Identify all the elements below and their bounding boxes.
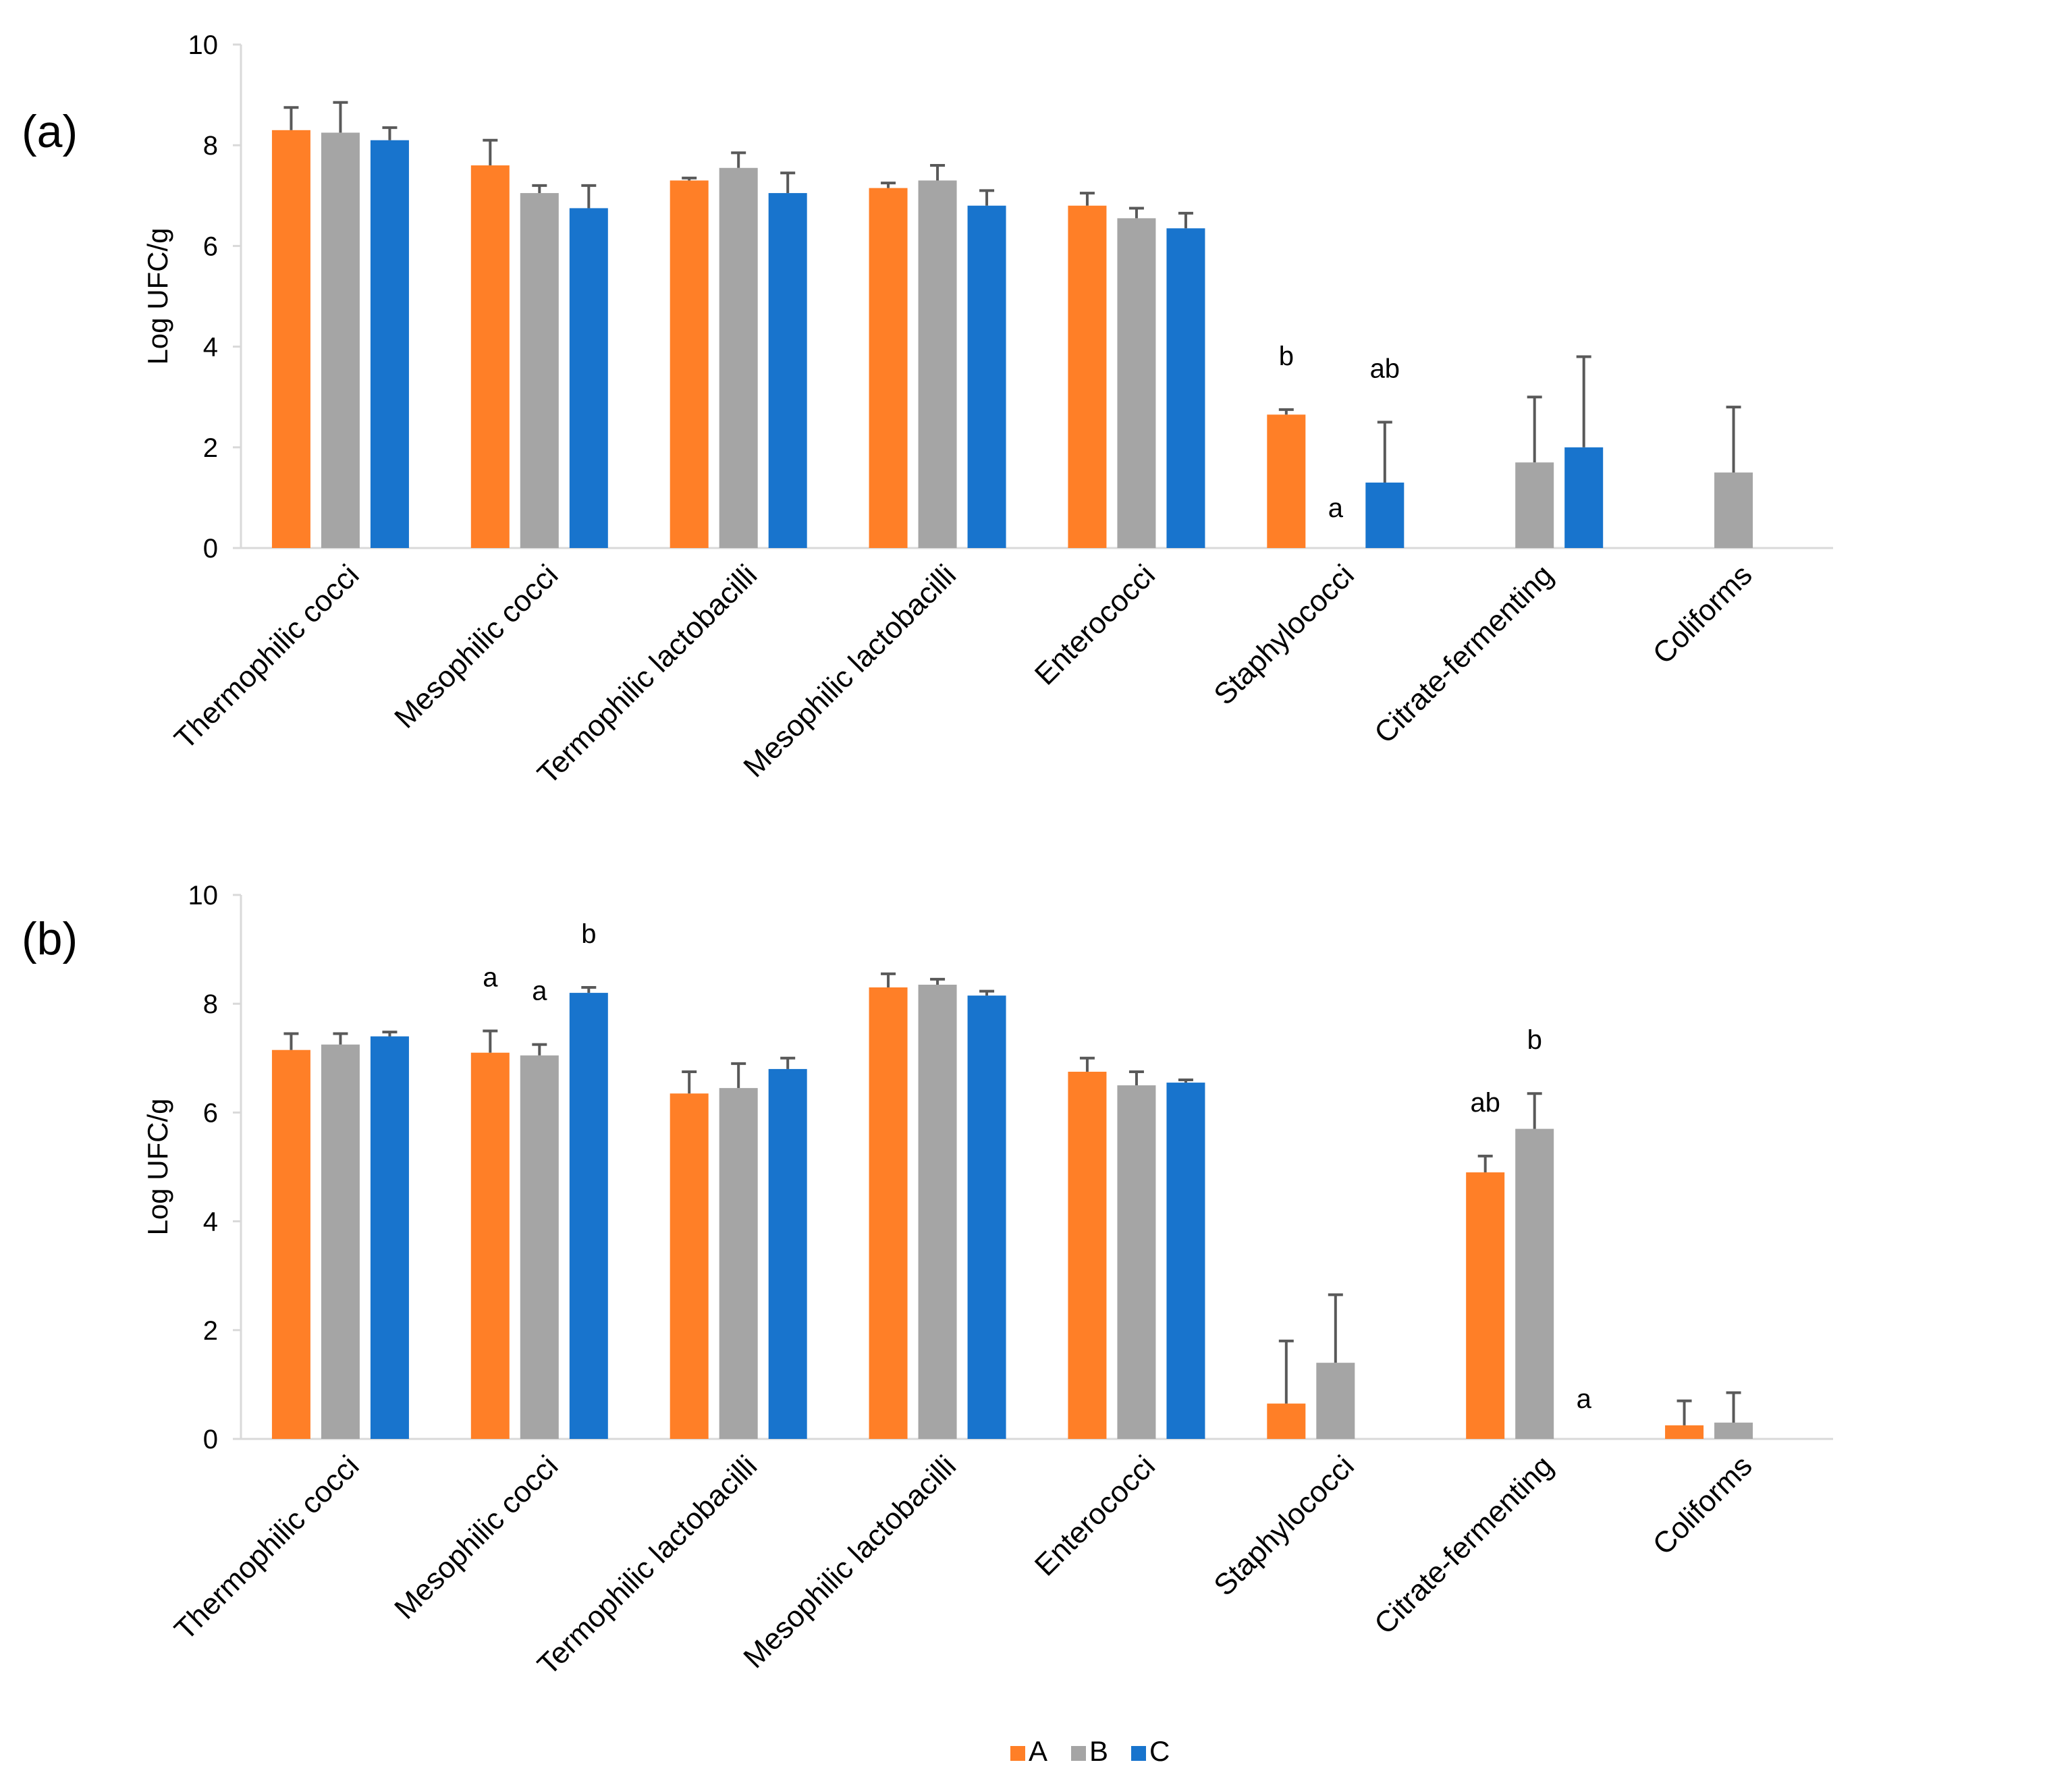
bar-b-citrate-fermenting: [1515, 462, 1554, 548]
bar-b-staphylococci: [1316, 1363, 1355, 1439]
y-tick-label: 6: [203, 231, 218, 261]
bar-b-termophilic-lactobacilli: [719, 167, 758, 548]
bar-b-thermophilic-cocci: [321, 132, 360, 549]
category-label-termophilic-lactobacilli: Termophilic lactobacilli: [531, 1449, 763, 1681]
panel-a-chart: (a) Log UFC/g 0 2 4 6 8 10 b a ab Thermophilic cocc…: [22, 30, 1833, 791]
y-tick-label: 2: [203, 433, 218, 463]
significance-label: a: [483, 963, 498, 993]
category-label-mesophilic-lactobacilli: Mesophilic lactobacilli: [737, 1449, 962, 1674]
bar-a-enterococci: [1068, 205, 1107, 548]
significance-label: ab: [1370, 354, 1400, 384]
legend-label-a: A: [1029, 1735, 1047, 1767]
category-label-thermophilic-cocci: Thermophilic cocci: [168, 1449, 365, 1646]
y-tick-label: 10: [188, 30, 219, 60]
bar-c-mesophilic-cocci: [569, 993, 608, 1439]
y-tick-label: 10: [188, 881, 219, 910]
bar-b-enterococci: [1117, 218, 1156, 548]
bar-a-staphylococci: [1267, 414, 1306, 548]
bar-c-termophilic-lactobacilli: [768, 1068, 807, 1439]
category-label-citrate-fermenting: Citrate-fermenting: [1368, 1449, 1560, 1641]
category-label-mesophilic-cocci: Mesophilic cocci: [388, 558, 564, 734]
bar-b-mesophilic-cocci: [520, 193, 559, 548]
bar-c-enterococci: [1166, 228, 1205, 548]
legend-label-b: B: [1089, 1735, 1108, 1767]
bar-a-mesophilic-cocci: [470, 165, 510, 549]
legend-swatch-a: [1010, 1746, 1025, 1761]
bar-b-mesophilic-lactobacilli: [918, 180, 957, 548]
category-label-staphylococci: Staphylococci: [1207, 558, 1361, 711]
y-tick-label: 4: [203, 333, 218, 362]
y-tick-label: 8: [203, 131, 218, 161]
bar-c-termophilic-lactobacilli: [768, 193, 807, 548]
bar-b-mesophilic-cocci: [520, 1055, 559, 1439]
y-axis-label: Log UFC/g: [142, 1098, 173, 1235]
y-tick-label: 2: [203, 1316, 218, 1346]
y-tick-label: 0: [203, 1425, 218, 1454]
bar-c-mesophilic-cocci: [569, 208, 608, 548]
bar-a-coliforms: [1665, 1425, 1704, 1439]
category-label-staphylococci: Staphylococci: [1207, 1449, 1361, 1602]
bar-b-thermophilic-cocci: [321, 1044, 360, 1439]
bar-a-thermophilic-cocci: [271, 1049, 310, 1439]
bar-a-citrate-fermenting: [1466, 1172, 1505, 1439]
y-tick-label: 6: [203, 1098, 218, 1128]
significance-label: a: [1577, 1384, 1592, 1414]
category-label-termophilic-lactobacilli: Termophilic lactobacilli: [531, 558, 763, 790]
legend-swatch-c: [1131, 1746, 1146, 1761]
y-tick-label: 0: [203, 534, 218, 564]
panel-label: (b): [22, 913, 78, 964]
category-label-coliforms: Coliforms: [1647, 558, 1759, 670]
panel-label: (a): [22, 106, 78, 157]
bar-c-thermophilic-cocci: [370, 140, 409, 549]
significance-label: b: [1527, 1025, 1542, 1055]
y-tick-label: 8: [203, 989, 218, 1019]
bar-b-mesophilic-lactobacilli: [918, 984, 957, 1439]
bar-a-thermophilic-cocci: [271, 130, 310, 548]
bar-a-termophilic-lactobacilli: [670, 180, 709, 548]
bar-b-coliforms: [1714, 1422, 1753, 1439]
bar-b-termophilic-lactobacilli: [719, 1088, 758, 1439]
significance-label: b: [581, 919, 596, 949]
category-label-mesophilic-cocci: Mesophilic cocci: [388, 1449, 564, 1625]
bar-c-mesophilic-lactobacilli: [967, 205, 1006, 548]
category-label-enterococci: Enterococci: [1029, 558, 1162, 691]
bar-c-thermophilic-cocci: [370, 1036, 409, 1439]
legend-label-c: C: [1149, 1735, 1170, 1767]
category-label-enterococci: Enterococci: [1029, 1449, 1162, 1582]
y-axis-label: Log UFC/g: [142, 227, 173, 364]
legend: A B C: [1010, 1735, 1170, 1767]
category-label-citrate-fermenting: Citrate-fermenting: [1368, 558, 1560, 750]
category-label-coliforms: Coliforms: [1647, 1449, 1759, 1561]
bar-b-enterococci: [1117, 1085, 1156, 1439]
bar-a-mesophilic-lactobacilli: [869, 987, 908, 1439]
significance-label: a: [532, 977, 547, 1006]
bar-a-mesophilic-lactobacilli: [869, 188, 908, 548]
bar-c-citrate-fermenting: [1564, 447, 1604, 548]
bar-b-citrate-fermenting: [1515, 1128, 1554, 1439]
bar-c-staphylococci: [1365, 483, 1405, 548]
bar-b-coliforms: [1714, 472, 1753, 548]
significance-label: a: [1328, 493, 1344, 523]
bar-c-mesophilic-lactobacilli: [967, 995, 1006, 1439]
legend-swatch-b: [1071, 1746, 1086, 1761]
bar-a-staphylococci: [1267, 1403, 1306, 1439]
bar-c-enterococci: [1166, 1083, 1205, 1439]
category-label-thermophilic-cocci: Thermophilic cocci: [168, 558, 365, 755]
bar-a-enterococci: [1068, 1071, 1107, 1439]
category-label-mesophilic-lactobacilli: Mesophilic lactobacilli: [737, 558, 962, 784]
y-tick-label: 4: [203, 1207, 218, 1237]
bar-a-termophilic-lactobacilli: [670, 1093, 709, 1439]
significance-label: ab: [1470, 1088, 1500, 1118]
significance-label: b: [1279, 342, 1294, 371]
bar-a-mesophilic-cocci: [470, 1052, 510, 1439]
